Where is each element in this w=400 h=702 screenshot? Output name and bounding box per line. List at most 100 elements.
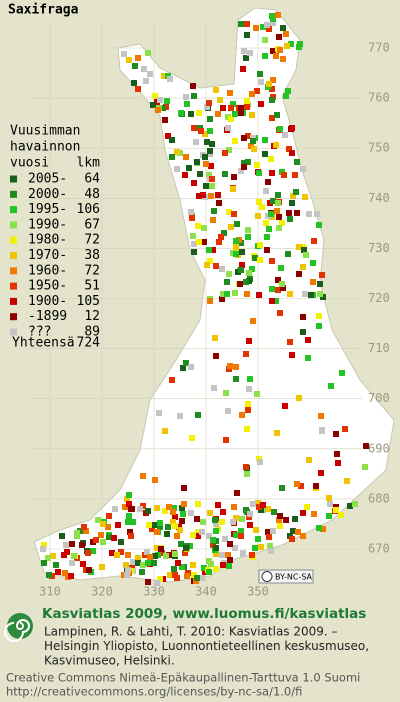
observation-square <box>288 41 294 47</box>
observation-square <box>226 147 232 153</box>
observation-square <box>156 410 162 416</box>
observation-square <box>302 291 308 297</box>
license-line: Creative Commons Nimeä-Epäkaupallinen-Ta… <box>6 671 360 685</box>
legend-count-header: lkm <box>77 156 101 171</box>
legend-count: 72 <box>84 263 100 278</box>
observation-square <box>265 529 271 535</box>
observation-square <box>342 426 348 432</box>
observation-square <box>245 227 251 233</box>
observation-square <box>207 116 213 122</box>
observation-square <box>127 529 133 535</box>
observation-square <box>269 258 275 264</box>
observation-square <box>310 279 316 285</box>
observation-square <box>293 189 299 195</box>
observation-square <box>204 104 210 110</box>
observation-square <box>202 131 208 137</box>
observation-square <box>308 292 314 298</box>
observation-square <box>219 552 225 558</box>
footer: Lampinen, R. & Lahti, T. 2010: Kasviatla… <box>6 625 369 699</box>
observation-square <box>243 464 249 470</box>
observation-square <box>240 66 246 72</box>
grid-label: 340 <box>195 585 217 599</box>
observation-square <box>206 569 212 575</box>
observation-square <box>202 154 208 160</box>
observation-square <box>200 519 206 525</box>
grid-label: 740 <box>368 191 390 205</box>
observation-square <box>226 271 232 277</box>
observation-square <box>298 483 304 489</box>
observation-square <box>270 77 276 83</box>
legend-label: ??? <box>28 325 51 340</box>
observation-square <box>41 542 47 548</box>
observation-square <box>253 527 259 533</box>
observation-square <box>206 172 212 178</box>
legend-count: 72 <box>84 233 100 248</box>
observation-square <box>207 298 213 304</box>
observation-square <box>141 66 147 72</box>
observation-square <box>112 506 118 512</box>
observation-square <box>204 262 210 268</box>
observation-square <box>316 222 322 228</box>
observation-square <box>282 403 288 409</box>
legend-swatch <box>10 221 17 229</box>
observation-square <box>129 506 135 512</box>
observation-square <box>179 505 185 511</box>
observation-square <box>266 534 272 540</box>
observation-square <box>166 504 172 510</box>
observation-square <box>274 112 280 118</box>
observation-square <box>316 525 322 531</box>
observation-square <box>306 457 312 463</box>
observation-square <box>257 71 263 77</box>
observation-square <box>233 376 239 382</box>
observation-square <box>245 234 251 240</box>
observation-square <box>123 562 129 568</box>
observation-square <box>169 377 175 383</box>
observation-square <box>230 519 236 525</box>
cc-icon <box>261 571 273 582</box>
observation-square <box>157 524 163 530</box>
observation-square <box>300 533 306 539</box>
observation-square <box>292 172 298 178</box>
legend-swatch <box>10 206 17 214</box>
observation-square <box>62 570 68 576</box>
observation-square <box>279 220 285 226</box>
observation-square <box>172 572 178 578</box>
observation-square <box>296 395 302 401</box>
observation-square <box>184 573 190 579</box>
observation-square <box>276 34 282 40</box>
observation-square <box>228 105 234 111</box>
observation-square <box>289 352 295 358</box>
legend-header: havainnon <box>10 140 80 155</box>
observation-square <box>275 287 281 293</box>
observation-square <box>100 539 106 545</box>
observation-square <box>151 560 157 566</box>
observation-square <box>191 180 197 186</box>
observation-square <box>269 13 275 19</box>
observation-square <box>201 565 207 571</box>
observation-square <box>255 213 261 219</box>
observation-square <box>143 78 149 84</box>
observation-square <box>191 241 197 247</box>
observation-square <box>230 101 236 107</box>
observation-square <box>154 529 160 535</box>
observation-square <box>183 360 189 366</box>
observation-square <box>199 575 205 581</box>
observation-square <box>244 32 250 38</box>
observation-square <box>244 291 250 297</box>
legend-swatch <box>10 267 17 275</box>
observation-square <box>244 426 250 432</box>
observation-square <box>244 104 250 110</box>
observation-square <box>303 252 309 258</box>
observation-square <box>135 560 141 566</box>
grid-label: 720 <box>368 291 390 305</box>
observation-square <box>188 111 194 117</box>
observation-square <box>328 383 334 389</box>
observation-square <box>79 542 85 548</box>
observation-square <box>130 519 136 525</box>
observation-square <box>182 172 188 178</box>
citation-line: Lampinen, R. & Lahti, T. 2010: Kasviatla… <box>44 625 338 639</box>
observation-square <box>241 48 247 54</box>
observation-square <box>146 522 152 528</box>
observation-square <box>313 483 319 489</box>
observation-square <box>311 238 317 244</box>
